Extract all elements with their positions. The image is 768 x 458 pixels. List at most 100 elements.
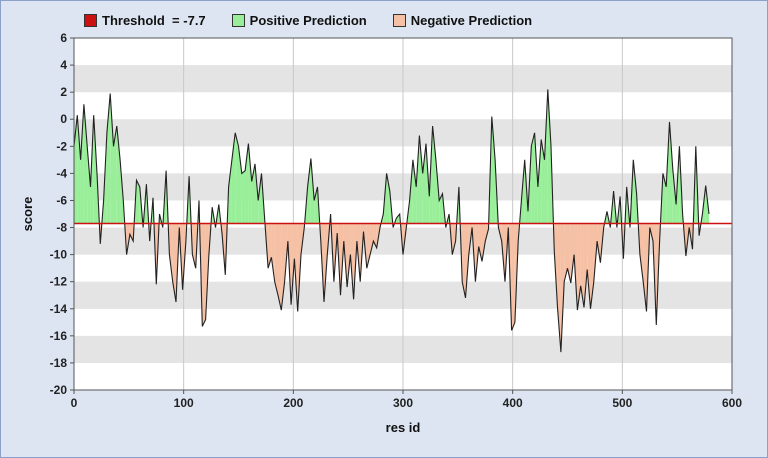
x-tick-label: 0	[71, 396, 78, 410]
negative-area	[643, 223, 647, 312]
positive-area	[258, 173, 262, 224]
negative-area	[271, 223, 275, 282]
positive-area	[491, 116, 496, 224]
negative-area	[580, 223, 584, 308]
positive-swatch	[231, 13, 245, 27]
positive-area	[238, 146, 242, 224]
negative-area	[639, 223, 644, 282]
positive-area	[228, 159, 232, 224]
negative-area	[511, 223, 515, 331]
positive-area	[136, 180, 140, 224]
positive-area	[547, 89, 552, 224]
positive-area	[307, 158, 311, 224]
positive-area	[235, 132, 239, 224]
x-tick-label: 400	[503, 396, 523, 410]
positive-area	[116, 126, 121, 224]
positive-area	[93, 115, 98, 224]
positive-area	[396, 214, 400, 224]
y-tick-label: -10	[50, 248, 68, 262]
negative-area	[564, 223, 568, 282]
x-tick-label: 100	[174, 396, 194, 410]
positive-area	[669, 121, 673, 224]
positive-area	[541, 139, 545, 224]
score-line	[73, 89, 710, 353]
y-tick-label: 2	[60, 85, 67, 99]
negative-area	[465, 223, 469, 298]
positive-area	[113, 126, 117, 224]
x-tick-label: 600	[722, 396, 742, 410]
y-tick-label: -20	[50, 383, 68, 397]
legend-item-negative: Negative Prediction	[392, 12, 533, 28]
positive-area	[662, 173, 667, 224]
negative-area	[291, 223, 295, 305]
positive-area	[314, 186, 318, 224]
y-tick-label: -14	[50, 302, 68, 316]
negative-area	[277, 223, 282, 311]
x-tick-label: 500	[612, 396, 632, 410]
negative-area	[172, 223, 176, 302]
negative-area	[583, 223, 588, 308]
y-tick-label: -4	[56, 166, 67, 180]
positive-area	[80, 104, 84, 224]
positive-area	[544, 89, 548, 224]
negative-area	[202, 223, 206, 327]
positive-area	[87, 146, 91, 224]
y-tick-label: -8	[56, 221, 67, 235]
negative-swatch	[392, 13, 406, 27]
x-tick-label: 300	[393, 396, 413, 410]
negative-area	[347, 223, 351, 288]
negative-area	[452, 223, 456, 255]
negative-area	[587, 223, 591, 309]
positive-area	[245, 143, 249, 224]
positive-area	[110, 93, 114, 224]
legend-threshold-label: Threshold = -7.7	[102, 12, 206, 28]
legend-item-threshold: Threshold = -7.7	[84, 13, 206, 28]
positive-area	[77, 115, 81, 224]
negative-area	[597, 223, 601, 263]
negative-area	[370, 223, 374, 255]
legend-item-positive: Positive Prediction	[231, 12, 367, 28]
negative-area	[350, 223, 354, 300]
positive-area	[83, 104, 88, 224]
legend: Threshold = -7.7 Positive Prediction Neg…	[84, 10, 558, 30]
negative-area	[294, 223, 298, 312]
positive-area	[241, 170, 246, 224]
positive-area	[416, 135, 420, 224]
y-axis-label: score	[20, 197, 35, 232]
y-tick-label: -6	[56, 193, 67, 207]
negative-area	[169, 223, 173, 282]
y-tick-label: -16	[50, 329, 68, 343]
y-tick-label: 6	[60, 31, 67, 45]
y-tick-label: -18	[50, 356, 68, 370]
y-tick-label: 4	[60, 58, 67, 72]
y-tick-label: 0	[60, 112, 67, 126]
negative-area	[570, 223, 575, 284]
positive-area	[412, 159, 417, 224]
y-tick-label: -2	[56, 139, 67, 153]
negative-area	[129, 223, 134, 242]
y-tick-label: -12	[50, 275, 68, 289]
positive-area	[248, 143, 252, 224]
positive-area	[537, 139, 542, 224]
positive-area	[419, 135, 423, 224]
negative-area	[475, 223, 479, 282]
negative-area	[462, 223, 466, 298]
positive-area	[386, 173, 390, 224]
legend-positive-label: Positive Prediction	[249, 12, 367, 28]
negative-area	[557, 223, 561, 353]
positive-area	[439, 193, 443, 224]
positive-area	[432, 126, 436, 224]
negative-area	[478, 223, 482, 262]
negative-area	[268, 223, 272, 269]
negative-area	[481, 223, 486, 262]
x-axis-label: res id	[386, 420, 421, 435]
x-tick-label: 200	[283, 396, 303, 410]
negative-area	[567, 223, 571, 284]
positive-area	[422, 143, 427, 224]
legend-negative-label: Negative Prediction	[410, 12, 533, 28]
positive-area	[531, 132, 535, 224]
negative-area	[274, 223, 278, 296]
negative-area	[560, 223, 565, 353]
positive-area	[534, 132, 538, 224]
